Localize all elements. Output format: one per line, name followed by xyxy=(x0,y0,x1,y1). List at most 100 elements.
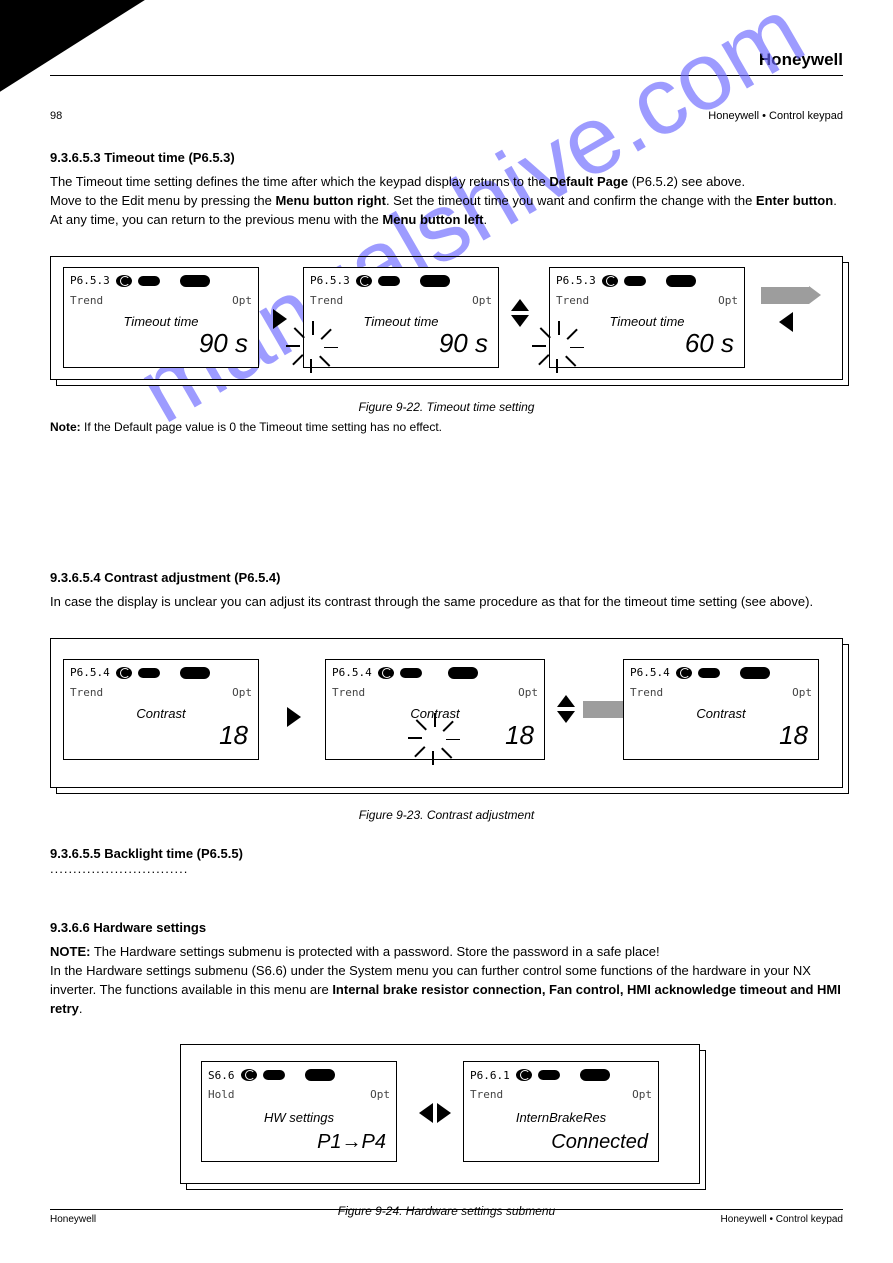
section-body: The Timeout time setting defines the tim… xyxy=(50,173,843,230)
lcd-label-l: Trend xyxy=(70,294,103,307)
lcd-value: 18 xyxy=(779,717,808,755)
status-icon xyxy=(180,667,210,679)
lcd-label-l: Trend xyxy=(556,294,589,307)
lcd-value: 18 xyxy=(505,717,534,755)
left-right-arrow-icon xyxy=(419,1103,451,1123)
body-bold: Menu button left xyxy=(382,212,483,227)
status-icon xyxy=(138,276,160,286)
status-icon xyxy=(740,667,770,679)
lcd-label-r: Opt xyxy=(232,294,252,307)
left-arrow-icon xyxy=(779,312,793,332)
lcd-value: 60 s xyxy=(685,325,734,363)
lcd-panel-3: P6.5.3 TrendOpt Timeout time 60 s xyxy=(549,267,745,368)
param-id: P6.5.4 xyxy=(64,666,110,679)
up-down-arrow-icon xyxy=(511,299,529,327)
rotate-icon xyxy=(241,1069,257,1081)
lcd-label-r: Opt xyxy=(370,1088,390,1101)
rotate-icon xyxy=(676,667,692,679)
status-icon xyxy=(420,275,450,287)
body-text: (P6.5.2) see above. xyxy=(628,174,745,189)
page-number: 98 xyxy=(50,110,62,122)
param-id: P6.5.3 xyxy=(64,274,110,287)
right-arrow-icon xyxy=(287,707,301,727)
lcd-value: 90 s xyxy=(199,325,248,363)
rotate-icon xyxy=(516,1069,532,1081)
status-icon xyxy=(180,275,210,287)
lcd-panel-1: P6.5.4 TrendOpt Contrast 18 xyxy=(63,659,259,760)
lcd-label-l: Trend xyxy=(332,686,365,699)
status-icon xyxy=(263,1070,285,1080)
body-text: The Timeout time setting defines the tim… xyxy=(50,174,549,189)
status-icon xyxy=(698,668,720,678)
lcd-title: InternBrakeRes xyxy=(464,1109,658,1128)
section-body: In case the display is unclear you can a… xyxy=(50,593,843,612)
note-text: If the Default page value is 0 the Timeo… xyxy=(81,420,442,434)
lcd-label-r: Opt xyxy=(472,294,492,307)
footer-right: Honeywell • Control keypad xyxy=(721,1214,843,1225)
lcd-label-r: Opt xyxy=(632,1088,652,1101)
lcd-panel-2: P6.5.4 TrendOpt Contrast 18 xyxy=(325,659,545,760)
figure-caption: Figure 9-23. Contrast adjustment xyxy=(50,808,843,822)
section-heading: 9.3.6.5.4 Contrast adjustment (P6.5.4) xyxy=(50,570,843,585)
ellipsis: .............................. xyxy=(50,861,188,876)
body-bold: Menu button right xyxy=(275,193,385,208)
lcd-label-l: Trend xyxy=(470,1088,503,1101)
lcd-label-r: Opt xyxy=(792,686,812,699)
lcd-panel-1: S6.6 HoldOpt HW settings P1→P4 xyxy=(201,1061,397,1162)
param-id: P6.5.4 xyxy=(624,666,670,679)
figure-caption: Figure 9-22. Timeout time setting xyxy=(50,400,843,414)
note: Note: If the Default page value is 0 the… xyxy=(50,420,843,434)
section-contrast: 9.3.6.5.4 Contrast adjustment (P6.5.4) I… xyxy=(50,570,843,876)
brand: Honeywell xyxy=(759,50,843,70)
footer-left: Honeywell xyxy=(50,1214,96,1225)
enter-button-indicator xyxy=(761,287,809,332)
lcd-title: HW settings xyxy=(202,1109,396,1128)
lcd-label-l: Trend xyxy=(310,294,343,307)
figure-row-3: S6.6 HoldOpt HW settings P1→P4 P6.6.1 Tr… xyxy=(180,1044,700,1184)
status-icon xyxy=(580,1069,610,1081)
body-text: . xyxy=(484,212,488,227)
body-text: The Hardware settings submenu is protect… xyxy=(90,944,659,959)
lcd-value-text: P1→P4 xyxy=(317,1131,386,1153)
lcd-label-r: Opt xyxy=(232,686,252,699)
lcd-label-l: Trend xyxy=(630,686,663,699)
lcd-panel-2: P6.6.1 TrendOpt InternBrakeRes Connected xyxy=(463,1061,659,1162)
body-bold: Enter button xyxy=(756,193,833,208)
rotate-icon xyxy=(116,667,132,679)
header-rule xyxy=(50,75,843,76)
section-body: NOTE: The Hardware settings submenu is p… xyxy=(50,943,843,1018)
section-timeout: 9.3.6.5.3 Timeout time (P6.5.3) The Time… xyxy=(50,150,843,434)
figure-row-2: P6.5.4 TrendOpt Contrast 18 P6.5.4 Trend… xyxy=(50,638,843,788)
page-header-text: Honeywell • Control keypad xyxy=(708,110,843,122)
note-label: Note: xyxy=(50,420,81,434)
section-heading: 9.3.6.6 Hardware settings xyxy=(50,920,843,935)
param-id: P6.5.3 xyxy=(304,274,350,287)
status-icon xyxy=(138,668,160,678)
rotate-icon xyxy=(116,275,132,287)
body-bold: Default Page xyxy=(549,174,628,189)
note-label: NOTE: xyxy=(50,944,90,959)
page-footer: Honeywell Honeywell • Control keypad xyxy=(50,1209,843,1225)
lcd-panel-2: P6.5.3 TrendOpt Timeout time 90 s xyxy=(303,267,499,368)
rotate-icon xyxy=(378,667,394,679)
section-backlight: 9.3.6.5.5 Backlight time (P6.5.5) ......… xyxy=(50,846,843,876)
param-id: P6.6.1 xyxy=(464,1069,510,1082)
right-arrow-icon xyxy=(273,309,287,329)
lcd-panel-3: P6.5.4 TrendOpt Contrast 18 xyxy=(623,659,819,760)
figure-row-1: P6.5.3 TrendOpt Timeout time 90 s P6.5.3… xyxy=(50,256,843,380)
param-id: P6.5.3 xyxy=(550,274,596,287)
lcd-panel-1: P6.5.3 TrendOpt Timeout time 90 s xyxy=(63,267,259,368)
status-icon xyxy=(448,667,478,679)
section-heading: 9.3.6.5.5 Backlight time (P6.5.5) xyxy=(50,846,243,861)
status-icon xyxy=(305,1069,335,1081)
lcd-value: P1→P4 xyxy=(317,1128,386,1157)
body-text: . Set the timeout time you want and conf… xyxy=(386,193,756,208)
param-id: P6.5.4 xyxy=(326,666,372,679)
status-icon xyxy=(400,668,422,678)
lcd-label-r: Opt xyxy=(518,686,538,699)
rotate-icon xyxy=(356,275,372,287)
status-icon xyxy=(538,1070,560,1080)
lcd-label-r: Opt xyxy=(718,294,738,307)
section-hwsettings: 9.3.6.6 Hardware settings NOTE: The Hard… xyxy=(50,920,843,1218)
param-id: S6.6 xyxy=(202,1069,235,1082)
